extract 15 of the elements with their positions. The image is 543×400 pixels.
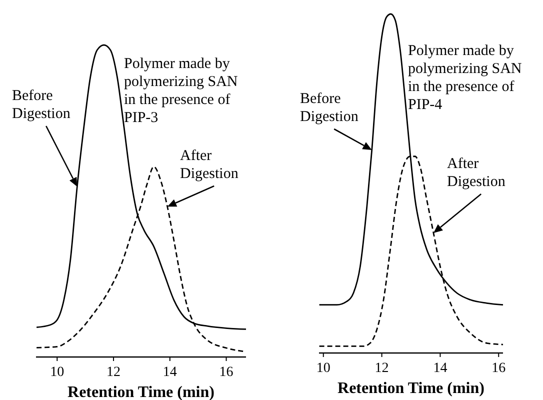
x-tick-label: 10	[50, 365, 64, 380]
x-tick-label: 14	[433, 361, 448, 376]
x-tick-label: 14	[162, 365, 177, 380]
annotation: Polymer made by polymerizing SAN in the presence of PIP-3	[124, 56, 238, 126]
annotation: Polymer made by polymerizing SAN in the presence of PIP-4	[408, 43, 522, 113]
series-label: After Digestion	[447, 156, 506, 190]
x-axis-title: Retention Time (min)	[338, 380, 484, 397]
series-label: After Digestion	[180, 148, 239, 182]
x-tick-label: 16	[219, 365, 234, 380]
x-tick-label: 12	[374, 361, 389, 376]
x-tick-label: 16	[492, 361, 506, 376]
x-tick-label: 12	[106, 365, 121, 380]
series-label: Before Digestion	[300, 91, 359, 125]
series-label: Before Digestion	[12, 88, 71, 122]
x-tick-label: 10	[316, 361, 330, 376]
